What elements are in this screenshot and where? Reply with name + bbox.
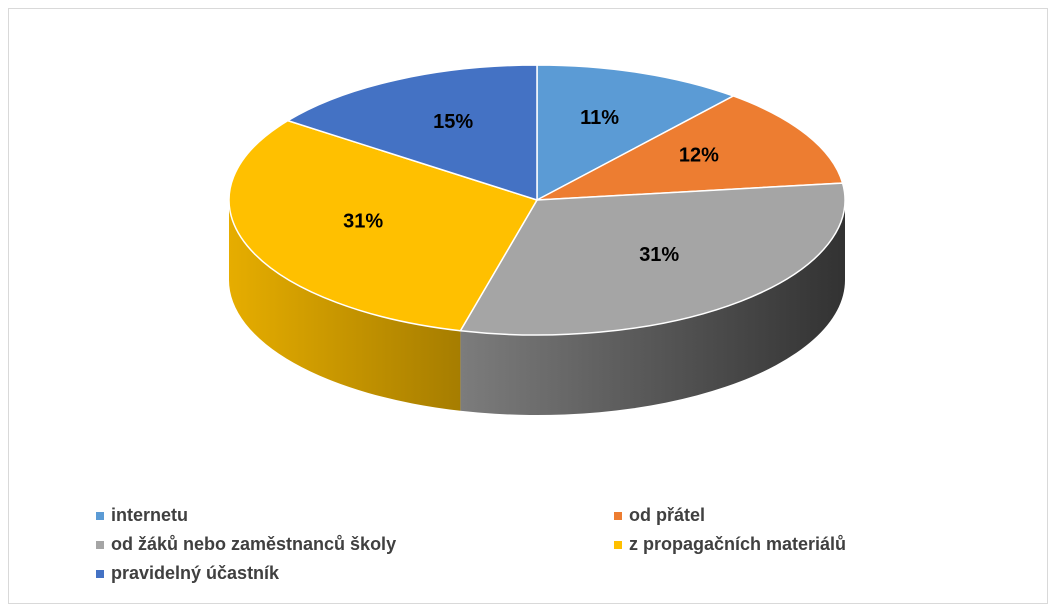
data-label: 15% — [433, 111, 473, 133]
legend-label: z propagačních materiálů — [629, 534, 846, 554]
data-label: 11% — [580, 107, 619, 129]
legend-marker — [614, 512, 622, 520]
legend-marker — [96, 512, 104, 520]
legend-label: internetu — [111, 505, 188, 525]
legend-label: pravidelný účastník — [111, 563, 280, 583]
pie-side — [229, 200, 461, 411]
pie-slice — [459, 182, 846, 336]
legend-label: od žáků nebo zaměstnanců školy — [111, 534, 396, 554]
legend-marker — [614, 541, 622, 549]
pie-slice — [286, 64, 538, 202]
legend-label: od přátel — [629, 505, 705, 525]
pie-slice — [536, 95, 844, 201]
legend-marker — [96, 541, 104, 549]
data-label: 12% — [679, 144, 719, 166]
pie-side — [460, 200, 845, 415]
data-label: 31% — [639, 244, 679, 266]
data-label: 31% — [343, 211, 383, 233]
pie-slice — [536, 64, 736, 202]
pie-slice — [228, 119, 539, 332]
legend-marker — [96, 570, 104, 578]
